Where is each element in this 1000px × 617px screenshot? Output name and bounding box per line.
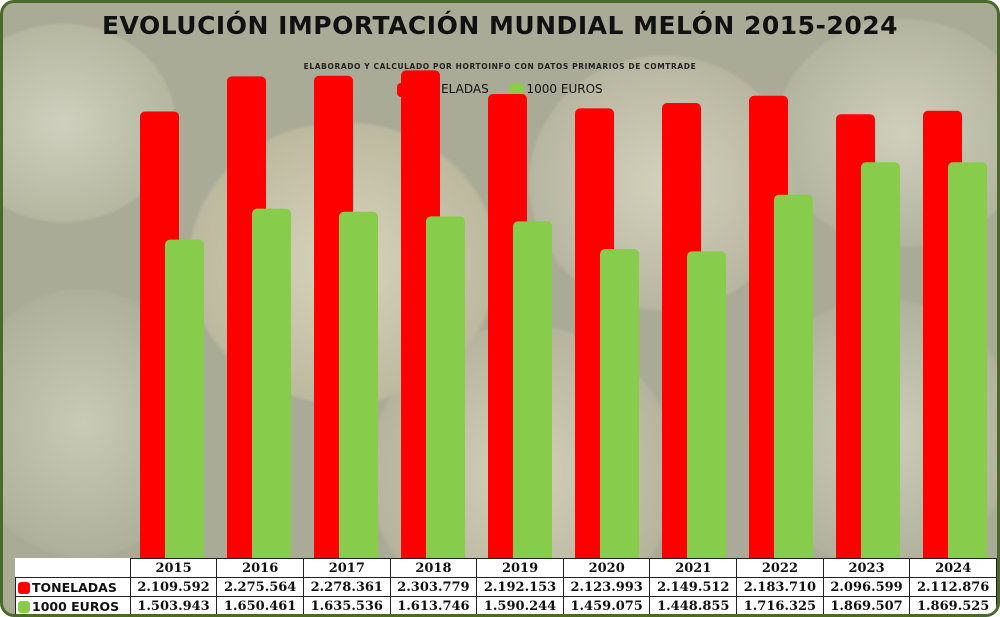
- bar-euros-2024: [948, 162, 987, 564]
- table-cell: 1.635.536: [302, 596, 391, 614]
- table-row-label-toneladas: TONELADAS: [15, 577, 131, 597]
- table-year: 2015: [129, 558, 218, 578]
- table-cell: 2.275.564: [216, 577, 304, 597]
- table-cell: 2.183.710: [736, 577, 824, 597]
- table-row-label-euros: 1000 EUROS: [15, 596, 131, 614]
- table-year: 2018: [389, 558, 478, 578]
- table-cell: 1.869.507: [822, 596, 911, 614]
- row-label-text: TONELADAS: [32, 579, 117, 595]
- table-row-euros: 1000 EUROS 1.503.943 1.650.461 1.635.536…: [15, 596, 997, 614]
- bar-euros-2019: [513, 221, 552, 564]
- table-corner: [16, 559, 131, 578]
- legend-swatch-euros: [508, 82, 524, 97]
- bar-euros-2015: [165, 239, 204, 564]
- chart-title: EVOLUCIÓN IMPORTACIÓN MUNDIAL MELÓN 2015…: [101, 11, 899, 40]
- table-cell: 2.096.599: [822, 577, 911, 597]
- data-table: 2015 2016 2017 2018 2019 2020 2021 2022 …: [15, 558, 997, 614]
- table-cell: 1.650.461: [216, 596, 304, 614]
- table-cell: 2.149.512: [649, 577, 738, 597]
- row-label-text: 1000 EUROS: [32, 598, 120, 614]
- table-cell: 1.869.525: [909, 596, 997, 614]
- bar-euros-2017: [339, 211, 378, 564]
- row-swatch-euros: [18, 601, 30, 613]
- table-cell: 1.716.325: [736, 596, 824, 614]
- table-year: 2016: [216, 558, 304, 578]
- table-year: 2022: [736, 558, 824, 578]
- table-cell: 1.590.244: [476, 596, 564, 614]
- table-year: 2024: [909, 558, 997, 578]
- bar-chart: [140, 70, 987, 565]
- table-cell: 2.112.876: [909, 577, 997, 597]
- bar-euros-2020: [600, 249, 639, 564]
- table-cell: 1.613.746: [389, 596, 478, 614]
- table-cell: 2.278.361: [302, 577, 391, 597]
- chart-subtitle: ELABORADO Y CALCULADO POR HORTOINFO CON …: [303, 62, 697, 71]
- legend-item-euros: 1000 EUROS: [508, 82, 603, 97]
- bar-euros-2023: [861, 162, 900, 564]
- legend-label-euros: 1000 EUROS: [526, 82, 603, 97]
- table-year: 2021: [649, 558, 738, 578]
- table-header-row: 2015 2016 2017 2018 2019 2020 2021 2022 …: [16, 558, 997, 578]
- bar-euros-2016: [252, 208, 291, 565]
- table-year: 2020: [562, 558, 651, 578]
- table-cell: 1.448.855: [649, 596, 738, 614]
- bar-euros-2018: [426, 216, 465, 564]
- table-cell: 2.192.153: [476, 577, 564, 597]
- table-year: 2019: [476, 558, 564, 578]
- table-cell: 2.303.779: [389, 577, 478, 597]
- bar-euros-2022: [774, 194, 813, 564]
- table-cell: 2.123.993: [562, 577, 651, 597]
- table-year: 2023: [822, 558, 911, 578]
- table-cell: 1.459.075: [562, 596, 651, 614]
- table-year: 2017: [302, 558, 391, 578]
- row-swatch-toneladas: [18, 582, 30, 594]
- table-cell: 1.503.943: [129, 596, 218, 614]
- table-cell: 2.109.592: [129, 577, 218, 597]
- table-row-toneladas: TONELADAS 2.109.592 2.275.564 2.278.361 …: [15, 577, 997, 597]
- bar-euros-2021: [687, 251, 726, 565]
